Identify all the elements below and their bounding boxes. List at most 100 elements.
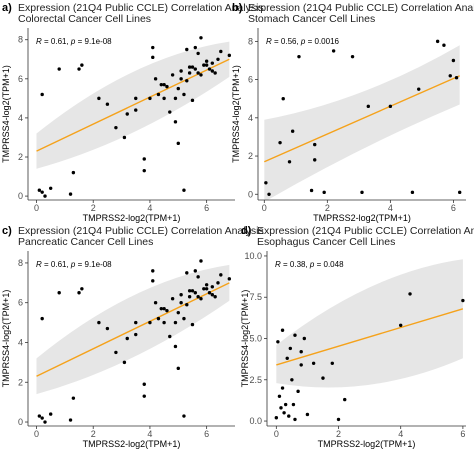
data-point: [48, 186, 53, 190]
data-point: [159, 82, 163, 87]
data-point: [176, 86, 180, 91]
regression-line: [36, 58, 230, 152]
y-tick-label: 0.0: [249, 416, 262, 426]
data-point: [153, 77, 158, 81]
y-axis-label: TMPRSS4-log2(TPM+1): [1, 65, 11, 163]
data-point: [156, 92, 161, 97]
data-point: [331, 49, 336, 53]
data-point: [142, 157, 146, 161]
data-point: [187, 295, 192, 299]
data-point: [151, 55, 155, 60]
data-point: [134, 320, 138, 325]
data-point: [360, 190, 364, 195]
data-point: [202, 63, 206, 67]
data-point: [134, 96, 138, 101]
data-point: [77, 291, 81, 295]
x-tick-label: 6: [451, 203, 456, 213]
data-point: [80, 63, 84, 67]
confidence-band: [276, 259, 463, 388]
data-point: [173, 344, 178, 349]
data-point: [151, 279, 155, 283]
data-point: [182, 316, 186, 321]
data-point: [77, 67, 81, 71]
correlation-stat: R = 0.61, p = 9.1e-08: [36, 260, 112, 269]
data-point: [274, 416, 279, 420]
data-point: [142, 394, 146, 398]
data-point: [210, 293, 215, 297]
y-tick-label: 8: [18, 35, 23, 45]
data-point: [291, 402, 296, 407]
panel-label: b): [232, 2, 243, 14]
y-tick-label: 6: [248, 75, 253, 85]
data-point: [134, 332, 138, 337]
data-point: [213, 71, 217, 75]
x-axis-label: TMPRSS2-log2(TPM+1): [83, 213, 181, 223]
data-point: [207, 67, 212, 71]
data-point: [267, 192, 271, 196]
data-point: [151, 269, 155, 273]
data-point: [176, 366, 180, 371]
data-point: [114, 125, 118, 130]
data-point: [105, 102, 110, 106]
data-point: [311, 361, 316, 365]
data-point: [185, 302, 189, 307]
data-point: [40, 416, 44, 420]
data-point: [196, 295, 200, 299]
confidence-band: [264, 45, 460, 200]
x-tick-label: 0: [262, 203, 267, 213]
data-point: [165, 308, 169, 313]
data-point: [296, 389, 300, 394]
y-axis-label: TMPRSS4-log2(TPM+1): [231, 65, 241, 163]
data-point: [457, 190, 462, 195]
data-point: [299, 363, 303, 367]
data-point: [302, 336, 307, 341]
data-point: [417, 87, 421, 91]
panel-label: d): [241, 225, 252, 237]
data-point: [182, 92, 186, 97]
data-point: [454, 75, 459, 80]
data-point: [122, 360, 127, 365]
data-point: [264, 181, 268, 185]
data-point: [179, 301, 183, 305]
data-point: [213, 295, 217, 299]
data-point: [330, 361, 334, 365]
data-point: [193, 67, 198, 71]
data-point: [48, 412, 53, 416]
chart-subtitle: Stomach Cancer Cell Lines: [248, 13, 375, 25]
y-axis-label: TMPRSS4-log2(TPM+1): [1, 290, 11, 388]
plot-area: [264, 39, 462, 200]
chart-subtitle: Colorectal Cancer Cell Lines: [18, 13, 151, 25]
data-point: [68, 192, 73, 196]
data-point: [287, 414, 291, 418]
data-point: [293, 417, 297, 422]
data-point: [219, 273, 223, 277]
panel-label: a): [2, 2, 12, 14]
data-point: [185, 79, 189, 83]
data-point: [336, 417, 341, 422]
regression-line: [36, 282, 230, 377]
data-point: [196, 275, 200, 279]
data-point: [190, 289, 195, 293]
y-tick-label: 2: [248, 151, 253, 161]
data-point: [366, 104, 371, 109]
data-point: [322, 190, 326, 195]
data-point: [204, 283, 209, 287]
y-tick-label: 7.5: [249, 292, 262, 302]
chart-subtitle: Pancreatic Cancer Cell Lines: [18, 236, 153, 248]
x-tick-label: 4: [398, 429, 403, 439]
data-point: [410, 190, 415, 195]
panel-c: c) Expression (21Q4 Public CCLE) Correlat…: [1, 225, 264, 449]
data-point: [37, 188, 42, 192]
plot-area: [274, 259, 465, 422]
data-point: [159, 306, 163, 311]
data-point: [40, 190, 44, 194]
data-point: [204, 63, 209, 67]
data-point: [190, 322, 195, 327]
data-point: [204, 287, 209, 291]
data-point: [162, 82, 166, 87]
y-tick-label: 0: [18, 417, 23, 427]
y-tick-label: 2: [18, 152, 23, 162]
x-tick-label: 6: [204, 203, 209, 213]
data-point: [282, 411, 286, 415]
